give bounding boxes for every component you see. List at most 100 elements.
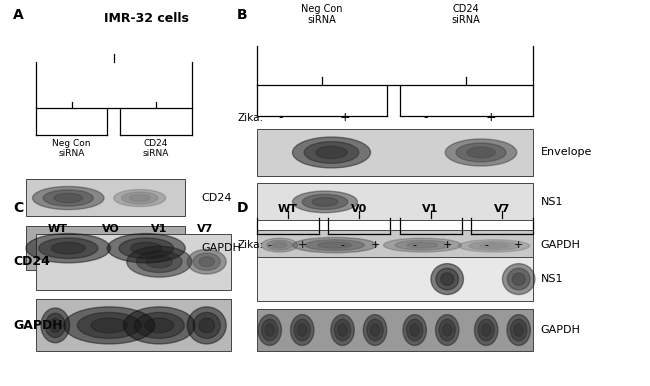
Ellipse shape <box>370 324 380 336</box>
Ellipse shape <box>46 313 65 337</box>
Text: Zika:: Zika: <box>237 113 263 123</box>
Ellipse shape <box>331 315 354 345</box>
Ellipse shape <box>443 324 452 336</box>
Text: GAPDH: GAPDH <box>541 325 580 335</box>
Text: GAPDH: GAPDH <box>13 319 62 332</box>
Ellipse shape <box>334 319 351 341</box>
Ellipse shape <box>292 137 370 168</box>
Ellipse shape <box>187 307 226 344</box>
Ellipse shape <box>145 318 174 333</box>
Ellipse shape <box>261 238 298 252</box>
Text: +: + <box>443 240 452 250</box>
Ellipse shape <box>136 251 182 273</box>
Text: +: + <box>298 240 307 250</box>
Text: CD24: CD24 <box>13 255 50 268</box>
Ellipse shape <box>407 242 438 248</box>
Bar <box>257 257 533 301</box>
Text: -: - <box>268 240 272 250</box>
Text: CD24
siRNA: CD24 siRNA <box>452 4 480 25</box>
Ellipse shape <box>367 319 384 341</box>
Ellipse shape <box>507 315 530 345</box>
Ellipse shape <box>193 312 220 339</box>
Text: +: + <box>486 111 496 124</box>
Ellipse shape <box>441 273 454 285</box>
Ellipse shape <box>26 234 110 263</box>
Ellipse shape <box>119 238 174 259</box>
Ellipse shape <box>291 315 314 345</box>
Ellipse shape <box>261 319 278 341</box>
Ellipse shape <box>316 146 347 159</box>
Bar <box>36 299 231 351</box>
Text: V1: V1 <box>422 204 439 214</box>
Ellipse shape <box>107 234 185 263</box>
Ellipse shape <box>129 195 150 201</box>
Text: CD24
siRNA: CD24 siRNA <box>143 139 169 158</box>
Ellipse shape <box>467 147 495 158</box>
Ellipse shape <box>502 264 535 295</box>
Text: GAPDH: GAPDH <box>541 240 580 250</box>
Ellipse shape <box>395 240 450 250</box>
Ellipse shape <box>482 324 491 336</box>
Ellipse shape <box>131 242 162 254</box>
Ellipse shape <box>384 238 462 252</box>
Ellipse shape <box>41 308 70 343</box>
Ellipse shape <box>514 324 523 336</box>
Ellipse shape <box>363 315 387 345</box>
Ellipse shape <box>146 256 172 268</box>
Text: VO: VO <box>101 224 120 234</box>
Ellipse shape <box>410 324 419 336</box>
Ellipse shape <box>478 319 495 341</box>
Ellipse shape <box>436 268 459 290</box>
Ellipse shape <box>312 198 338 206</box>
Ellipse shape <box>302 194 348 210</box>
Ellipse shape <box>258 315 281 345</box>
Text: V1: V1 <box>151 224 168 234</box>
Text: -: - <box>484 240 488 250</box>
Ellipse shape <box>439 319 456 341</box>
Text: Zika:: Zika: <box>237 240 263 250</box>
Text: +: + <box>339 111 350 124</box>
Ellipse shape <box>480 244 508 248</box>
Text: NS1: NS1 <box>541 274 564 284</box>
Ellipse shape <box>304 142 359 163</box>
Text: Neg Con
siRNA: Neg Con siRNA <box>52 139 91 158</box>
Text: +: + <box>370 240 380 250</box>
Ellipse shape <box>124 307 195 344</box>
Ellipse shape <box>39 238 98 259</box>
Ellipse shape <box>272 242 287 248</box>
Ellipse shape <box>265 324 274 336</box>
Ellipse shape <box>32 186 104 210</box>
Ellipse shape <box>338 324 347 336</box>
Ellipse shape <box>458 240 530 252</box>
Text: +: + <box>514 240 523 250</box>
Ellipse shape <box>406 319 423 341</box>
Text: C: C <box>13 201 23 215</box>
Ellipse shape <box>294 319 311 341</box>
Bar <box>36 234 231 290</box>
Text: B: B <box>237 8 248 22</box>
Ellipse shape <box>122 192 158 204</box>
Ellipse shape <box>445 139 517 166</box>
Ellipse shape <box>431 264 463 295</box>
Ellipse shape <box>292 191 358 213</box>
Ellipse shape <box>43 190 94 206</box>
Ellipse shape <box>64 307 155 344</box>
Text: WT: WT <box>47 224 67 234</box>
Ellipse shape <box>77 312 141 339</box>
Ellipse shape <box>510 319 527 341</box>
Ellipse shape <box>456 143 506 162</box>
Bar <box>26 226 185 270</box>
Ellipse shape <box>49 318 61 332</box>
Ellipse shape <box>469 242 519 250</box>
Ellipse shape <box>193 253 220 270</box>
Ellipse shape <box>114 190 166 207</box>
Ellipse shape <box>51 242 85 254</box>
Bar <box>257 129 533 176</box>
Text: V7: V7 <box>493 204 510 214</box>
Ellipse shape <box>306 240 364 251</box>
Ellipse shape <box>199 318 215 333</box>
Ellipse shape <box>266 240 292 250</box>
Text: V7: V7 <box>196 224 213 234</box>
Text: Envelope: Envelope <box>541 147 592 157</box>
Text: A: A <box>13 8 24 22</box>
